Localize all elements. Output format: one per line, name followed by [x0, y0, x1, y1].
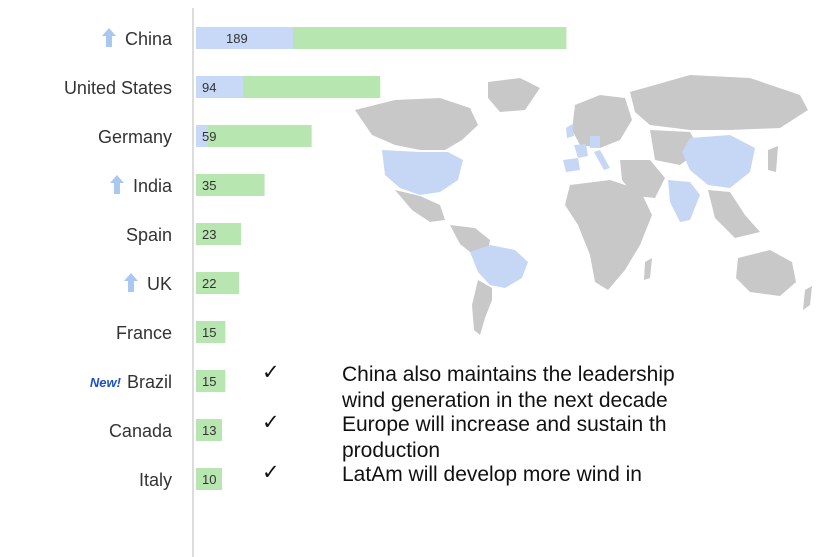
checkmark-icon: ✓ — [262, 361, 280, 384]
map-spain — [563, 158, 580, 172]
bullet-line: LatAm will develop more wind in — [342, 463, 642, 486]
map-france — [574, 144, 588, 158]
new-badge: New! — [90, 375, 122, 390]
bar — [196, 468, 222, 490]
checkmark-icon: ✓ — [262, 461, 280, 484]
data-label: 13 — [202, 423, 216, 438]
map-europe — [572, 95, 632, 148]
bullet-line: Europe will increase and sustain th — [342, 413, 667, 436]
bullet-line: production — [342, 439, 441, 462]
map-china — [682, 135, 755, 188]
country-label: Italy — [139, 470, 172, 490]
map-nz — [803, 286, 812, 310]
data-label: 23 — [202, 227, 216, 242]
bar — [196, 174, 265, 196]
bar-highlight — [196, 76, 243, 98]
checkmark-icon: ✓ — [262, 411, 280, 434]
country-label: France — [116, 323, 172, 343]
bullet-item: ✓ LatAm will develop more wind in — [262, 461, 823, 488]
data-label: 10 — [202, 472, 216, 487]
map-italy — [594, 150, 610, 170]
map-madagascar — [644, 258, 652, 280]
data-label: 94 — [202, 80, 216, 95]
map-germany — [590, 136, 600, 148]
country-label: Spain — [126, 225, 172, 245]
bullet-line: China also maintains the leadership — [342, 363, 675, 386]
trend-up-arrow-icon — [123, 273, 138, 292]
country-label: Brazil — [127, 372, 172, 392]
data-label: 15 — [202, 325, 216, 340]
map-india — [668, 180, 700, 222]
map-usa — [382, 150, 463, 195]
bar — [196, 125, 312, 147]
data-label: 189 — [226, 31, 248, 46]
country-label: United States — [64, 78, 172, 98]
map-russia — [630, 75, 808, 130]
map-south-cone — [472, 280, 492, 335]
bar-highlight — [196, 27, 293, 49]
data-label: 35 — [202, 178, 216, 193]
map-south-america — [450, 225, 490, 252]
bullet-item: ✓ China also maintains the leadership wi… — [262, 361, 823, 414]
trend-up-arrow-icon — [109, 175, 124, 194]
map-japan — [768, 146, 778, 172]
bar — [196, 272, 240, 294]
map-africa — [565, 180, 652, 290]
country-label: India — [133, 176, 173, 196]
data-label: 22 — [202, 276, 216, 291]
bullet-list: ✓ China also maintains the leadership wi… — [262, 358, 823, 557]
map-canada — [355, 98, 478, 150]
map-greenland — [488, 78, 540, 112]
bullet-line: wind generation in the next decade — [342, 389, 668, 412]
bars-group: 189 China 94 United States 59 Germany 35 India 2… — [64, 27, 567, 490]
bar — [196, 370, 226, 392]
map-se-asia — [708, 190, 760, 238]
bar — [196, 223, 242, 245]
bar-highlight — [196, 125, 208, 147]
trend-up-arrow-icon — [101, 28, 116, 47]
country-label: Canada — [109, 421, 173, 441]
map-brazil — [470, 245, 528, 288]
data-label: 15 — [202, 374, 216, 389]
map-uk — [566, 124, 574, 138]
bar — [196, 419, 222, 441]
map-australia — [736, 250, 796, 296]
world-map — [355, 75, 812, 335]
bar — [196, 321, 226, 343]
bullet-item: ✓ Europe will increase and sustain th pr… — [262, 411, 823, 464]
data-label: 59 — [202, 129, 216, 144]
country-label: UK — [147, 274, 172, 294]
map-mexico — [395, 190, 445, 222]
country-label: China — [125, 29, 173, 49]
country-label: Germany — [98, 127, 172, 147]
